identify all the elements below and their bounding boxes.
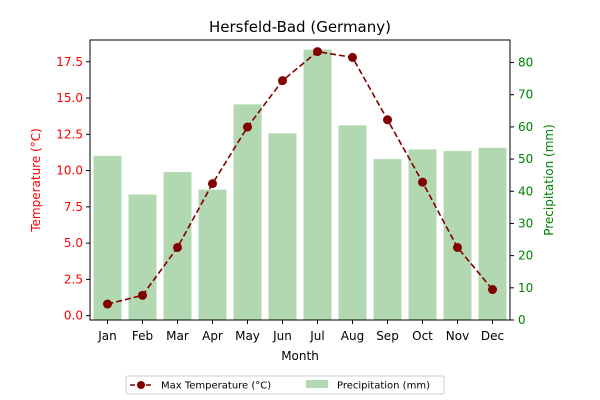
legend-label-temperature: Max Temperature (°C) — [161, 381, 271, 392]
precipitation-bar-feb — [128, 194, 157, 320]
x-tick-label: Jun — [272, 329, 292, 343]
y-right-tick-label: 10 — [518, 281, 533, 295]
legend: Max Temperature (°C) Precipitation (mm) — [125, 375, 445, 395]
y-right-tick-label: 80 — [518, 56, 533, 70]
y-right-tick-label: 20 — [518, 249, 533, 263]
precipitation-bar-jun — [268, 133, 297, 320]
y-right-tick-label: 50 — [518, 152, 533, 166]
plot-frame — [89, 39, 511, 321]
y-right-tick-label: 0 — [518, 313, 526, 327]
x-tick-label: Aug — [341, 329, 364, 343]
temperature-line-layer — [103, 47, 497, 309]
y-left-tick-label: 0.0 — [64, 309, 83, 323]
temperature-point-may — [243, 122, 252, 132]
temperature-point-mar — [173, 242, 182, 252]
y-left-tick-label: 17.5 — [56, 55, 83, 69]
temperature-point-jan — [103, 299, 112, 309]
x-axis-title: Month — [281, 349, 319, 363]
y-left-tick-label: 12.5 — [56, 127, 83, 141]
temperature-point-jul — [313, 47, 322, 57]
precipitation-bar-aug — [338, 125, 367, 320]
temperature-point-nov — [453, 242, 462, 252]
temperature-point-aug — [348, 52, 357, 62]
precipitation-bar-jan — [93, 155, 122, 320]
x-tick-label: May — [235, 329, 260, 343]
y-left-tick-label: 2.5 — [64, 272, 83, 286]
y-right-tick-label: 30 — [518, 216, 533, 230]
y-axis-right: 0 10 20 30 40 50 60 70 80 — [510, 56, 533, 327]
x-tick-label: Jul — [309, 329, 324, 343]
y-axis-left-title: Temperature (°C) — [29, 128, 43, 233]
x-axis: Jan Feb Mar Apr May Jun Jul Aug Sep Oct Nov Dec — [97, 320, 504, 343]
x-tick-label: Apr — [202, 329, 223, 343]
temperature-line — [107, 50, 494, 305]
x-tick-label: Jan — [97, 329, 117, 343]
precipitation-bar-jul — [303, 49, 332, 320]
x-tick-label: Nov — [446, 329, 469, 343]
legend-frame — [125, 375, 445, 395]
precipitation-bar-sep — [373, 159, 402, 320]
temperature-point-jun — [278, 76, 287, 86]
y-right-tick-label: 60 — [518, 120, 533, 134]
precipitation-bar-apr — [198, 189, 227, 320]
y-right-tick-label: 70 — [518, 88, 533, 102]
x-tick-label: Sep — [376, 329, 399, 343]
legend-label-precipitation: Precipitation (mm) — [337, 381, 430, 392]
y-axis-right-title: Precipitation (mm) — [542, 124, 556, 236]
chart-title: Hersfeld-Bad (Germany) — [209, 18, 391, 36]
y-left-tick-label: 5.0 — [64, 236, 83, 250]
y-right-tick-label: 40 — [518, 184, 533, 198]
temperature-point-dec — [488, 285, 497, 295]
x-tick-label: Oct — [412, 329, 433, 343]
temperature-point-sep — [383, 115, 392, 125]
temperature-point-apr — [208, 179, 217, 189]
legend-swatch-precipitation — [306, 380, 328, 388]
x-tick-label: Feb — [132, 329, 153, 343]
precipitation-bar-nov — [443, 151, 472, 320]
y-left-tick-label: 15.0 — [56, 91, 83, 105]
y-left-tick-label: 7.5 — [64, 200, 83, 214]
x-tick-label: Mar — [166, 329, 189, 343]
precipitation-bar-dec — [478, 147, 507, 320]
temperature-point-oct — [418, 177, 427, 187]
precipitation-bar-oct — [408, 149, 437, 320]
temperature-point-feb — [138, 290, 147, 300]
y-left-tick-label: 10.0 — [56, 164, 83, 178]
legend-marker-temperature — [137, 381, 145, 389]
precipitation-bar-may — [233, 104, 262, 320]
x-tick-label: Dec — [481, 329, 504, 343]
y-axis-left: 0.0 2.5 5.0 7.5 10.0 12.5 15.0 17.5 — [56, 55, 90, 323]
